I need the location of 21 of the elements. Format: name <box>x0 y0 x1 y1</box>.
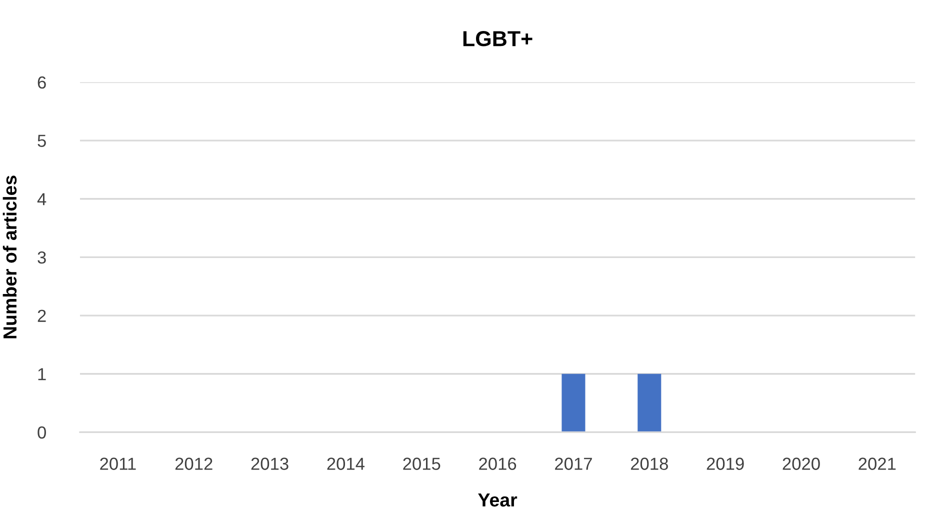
y-axis-title: Number of articles <box>2 176 17 338</box>
y-tick-label: 3 <box>38 251 46 264</box>
x-tick-label: 2014 <box>327 458 365 470</box>
x-tick-label: 2017 <box>555 458 592 470</box>
x-axis-title: Year <box>478 494 518 507</box>
y-tick-label: 1 <box>38 368 46 380</box>
y-tick-label: 0 <box>38 426 46 439</box>
x-tick-label: 2018 <box>630 458 668 470</box>
x-tick-label: 2011 <box>100 458 136 470</box>
x-tick-label: 2019 <box>706 458 744 470</box>
x-tick-label: 2013 <box>251 458 288 470</box>
x-tick-label: 2012 <box>175 458 212 470</box>
x-tick-label: 2021 <box>858 458 896 470</box>
y-tick-label: 2 <box>38 310 46 322</box>
x-tick-label: 2016 <box>479 458 516 470</box>
chart-title: LGBT+ <box>463 31 532 46</box>
y-tick-label: 4 <box>37 193 46 206</box>
x-tick-label: 2020 <box>782 458 820 470</box>
x-tick-label: 2015 <box>403 458 440 470</box>
y-tick-label: 5 <box>38 134 46 147</box>
y-tick-label: 6 <box>38 76 46 89</box>
